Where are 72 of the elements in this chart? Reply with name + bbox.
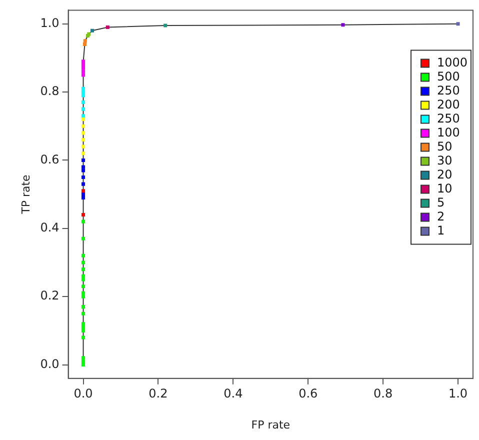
point [82, 274, 86, 278]
point [164, 24, 168, 28]
point [83, 42, 87, 46]
point [82, 356, 86, 360]
point [82, 236, 86, 240]
point [82, 268, 86, 272]
legend-label: 200 [437, 97, 460, 112]
legend-label: 1000 [437, 55, 468, 70]
point [82, 114, 86, 118]
point [82, 196, 86, 200]
x-tick-label: 1.0 [448, 386, 468, 401]
point [82, 175, 86, 180]
point [82, 100, 86, 104]
x-tick-label: 0.8 [374, 386, 393, 401]
point [82, 278, 86, 282]
point [83, 39, 87, 43]
legend-label: 1 [437, 223, 445, 238]
x-tick-label: 0.0 [74, 386, 93, 401]
point [90, 28, 94, 32]
x-tick-label: 0.2 [148, 386, 168, 401]
legend-label: 2 [437, 209, 445, 224]
point [82, 60, 86, 64]
point [82, 118, 86, 122]
y-tick-label: 0.0 [40, 356, 60, 371]
y-tick-label: 0.6 [40, 152, 60, 166]
legend-label: 250 [437, 83, 460, 98]
point [82, 362, 86, 367]
point [82, 284, 86, 288]
point [82, 254, 86, 258]
point [341, 23, 345, 27]
x-tick-label: 0.4 [224, 386, 243, 401]
y-tick-label: 0.2 [40, 288, 60, 303]
y-tick-label: 0.8 [40, 84, 60, 98]
point [82, 291, 86, 295]
x-axis-title: FP rate [251, 418, 290, 432]
point [82, 192, 86, 196]
point [82, 138, 86, 142]
legend-label: 100 [437, 125, 460, 140]
point [82, 189, 86, 193]
point [82, 312, 86, 316]
y-axis-title: TP rate [19, 174, 32, 215]
point [82, 182, 86, 186]
point [106, 25, 110, 30]
point [82, 336, 86, 340]
point [82, 325, 86, 330]
y-tick-label: 0.4 [40, 220, 60, 235]
point [82, 152, 86, 156]
point [456, 22, 460, 26]
point [82, 212, 86, 217]
point [82, 144, 86, 148]
point [82, 220, 86, 224]
point [82, 322, 86, 326]
legend-label: 50 [437, 139, 452, 154]
legend-label: 500 [437, 69, 460, 84]
point [82, 294, 86, 298]
x-tick-label: 0.6 [298, 386, 318, 401]
point [82, 62, 86, 67]
point [82, 158, 86, 162]
point [82, 260, 86, 264]
legend-label: 30 [437, 153, 452, 168]
point [82, 131, 86, 135]
legend-label: 250 [437, 111, 460, 126]
point [82, 86, 86, 90]
point [82, 305, 86, 309]
legend-label: 10 [437, 181, 452, 196]
legend-label: 20 [437, 167, 452, 182]
point [82, 107, 86, 111]
point [82, 165, 86, 169]
y-tick-label: 1.0 [40, 16, 60, 30]
point [82, 124, 86, 128]
point [82, 328, 86, 332]
legend-label: 5 [437, 195, 445, 210]
